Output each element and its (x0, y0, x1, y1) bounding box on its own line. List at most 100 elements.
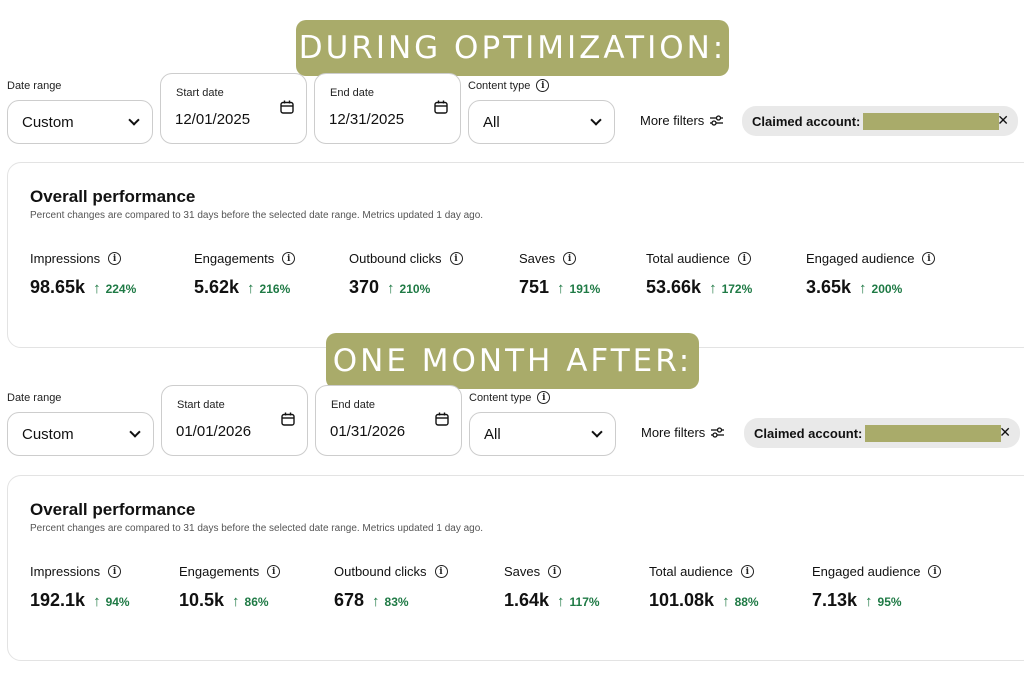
end-date-field[interactable]: End date 12/31/2025 (314, 73, 461, 144)
calendar-icon[interactable] (435, 412, 449, 426)
metric-number: 5.62k (194, 277, 240, 297)
info-icon[interactable]: i (537, 391, 551, 404)
start-date-value: 12/01/2025 (175, 111, 251, 128)
content-type-label: Content type (469, 391, 532, 404)
metric-label-text: Saves (504, 564, 541, 579)
end-date-value: 01/31/2026 (330, 423, 406, 440)
start-date-field[interactable]: Start date 12/01/2025 (160, 73, 307, 144)
close-icon[interactable]: ✕ (999, 424, 1011, 440)
metric-change-text: 83% (384, 594, 409, 609)
metric-change: ↑ 117% (557, 593, 600, 610)
claimed-account-chip[interactable]: Claimed account: ✕ (742, 106, 1018, 136)
metric-change-text: 224% (105, 281, 137, 296)
more-filters-button[interactable]: More filters (641, 425, 725, 440)
metric-change: ↑ 86% (232, 593, 269, 610)
info-icon[interactable]: i (108, 565, 122, 578)
metric-number: 7.13k (812, 590, 858, 610)
card-title: Overall performance (30, 500, 196, 519)
content-type-value: All (483, 113, 500, 131)
metric-change: ↑ 191% (557, 280, 600, 297)
arrow-up-icon: ↑ (93, 593, 101, 610)
metric-label-engaged-audience: Engaged audience i (812, 564, 942, 579)
date-range-select[interactable]: Custom (7, 412, 154, 456)
info-icon[interactable]: i (449, 252, 463, 265)
metric-change: ↑ 94% (93, 593, 130, 610)
metric-number: 3.65k (806, 277, 852, 297)
metric-number: 370 (349, 277, 380, 297)
more-filters-button[interactable]: More filters (640, 113, 724, 128)
chevron-down-icon (591, 426, 603, 438)
metric-value-engagements: 5.62k ↑ 216% (194, 277, 290, 298)
metric-label-text: Total audience (646, 251, 730, 266)
calendar-icon[interactable] (280, 100, 294, 114)
info-icon[interactable]: i (267, 565, 281, 578)
metric-label-engagements: Engagements i (179, 564, 281, 579)
info-icon[interactable]: i (563, 252, 577, 265)
claimed-account-chip[interactable]: Claimed account: ✕ (744, 418, 1020, 448)
arrow-up-icon: ↑ (372, 593, 380, 610)
metric-number: 192.1k (30, 590, 86, 610)
metric-label-engaged-audience: Engaged audience i (806, 251, 936, 266)
metric-label-text: Saves (519, 251, 556, 266)
metric-change: ↑ 200% (859, 280, 902, 297)
info-icon[interactable]: i (922, 252, 936, 265)
claimed-account-label: Claimed account: (752, 113, 861, 129)
info-icon[interactable]: i (536, 79, 550, 92)
metric-value-engaged-audience: 7.13k ↑ 95% (812, 590, 902, 611)
metric-number: 678 (334, 590, 365, 610)
chevron-down-icon (590, 114, 602, 126)
close-icon[interactable]: ✕ (997, 112, 1009, 128)
metric-value-saves: 1.64k ↑ 117% (504, 590, 600, 611)
calendar-icon[interactable] (281, 412, 295, 426)
info-icon[interactable]: i (282, 252, 296, 265)
metric-label-text: Outbound clicks (334, 564, 427, 579)
arrow-up-icon: ↑ (865, 593, 873, 610)
date-range-select[interactable]: Custom (7, 100, 153, 144)
metric-label-engagements: Engagements i (194, 251, 296, 266)
metric-label-text: Engagements (179, 564, 260, 579)
metric-label-text: Engaged audience (812, 564, 921, 579)
arrow-up-icon: ↑ (232, 593, 240, 610)
metric-value-impressions: 98.65k ↑ 224% (30, 277, 136, 298)
metric-value-total-audience: 53.66k ↑ 172% (646, 277, 752, 298)
metric-value-engagements: 10.5k ↑ 86% (179, 590, 269, 611)
info-icon[interactable]: i (108, 252, 122, 265)
banner-one-month-after: ONE MONTH AFTER: (326, 333, 699, 389)
redacted-account-name (865, 424, 1002, 442)
info-icon[interactable]: i (928, 565, 942, 578)
metric-change: ↑ 224% (93, 280, 136, 297)
info-icon[interactable]: i (740, 565, 754, 578)
metric-label-text: Impressions (30, 564, 101, 579)
metric-label-saves: Saves i (519, 251, 577, 266)
date-range-value: Custom (22, 425, 74, 443)
metric-label-total-audience: Total audience i (649, 564, 754, 579)
arrow-up-icon: ↑ (709, 280, 717, 297)
metric-label-text: Total audience (649, 564, 733, 579)
start-date-label: Start date (177, 399, 225, 411)
content-type-select[interactable]: All (468, 100, 615, 144)
metric-label-text: Impressions (30, 251, 101, 266)
arrow-up-icon: ↑ (387, 280, 395, 297)
content-type-select[interactable]: All (469, 412, 616, 456)
metric-label-text: Engagements (194, 251, 275, 266)
more-filters-label: More filters (640, 113, 705, 128)
date-range-label: Date range (7, 80, 62, 92)
calendar-icon[interactable] (434, 100, 448, 114)
end-date-field[interactable]: End date 01/31/2026 (315, 385, 462, 456)
start-date-field[interactable]: Start date 01/01/2026 (161, 385, 308, 456)
info-icon[interactable]: i (737, 252, 751, 265)
metric-change-text: 86% (244, 594, 269, 609)
metric-change: ↑ 216% (247, 280, 290, 297)
metric-number: 1.64k (504, 590, 550, 610)
metric-number: 53.66k (646, 277, 702, 297)
date-range-value: Custom (22, 113, 74, 131)
start-date-value: 01/01/2026 (176, 423, 252, 440)
metric-label-outbound-clicks: Outbound clicks i (349, 251, 463, 266)
arrow-up-icon: ↑ (247, 280, 255, 297)
info-icon[interactable]: i (434, 565, 448, 578)
end-date-label: End date (331, 399, 376, 411)
info-icon[interactable]: i (548, 565, 562, 578)
metric-change-text: 94% (105, 594, 130, 609)
metric-label-impressions: Impressions i (30, 251, 122, 266)
content-type-value: All (484, 425, 501, 443)
